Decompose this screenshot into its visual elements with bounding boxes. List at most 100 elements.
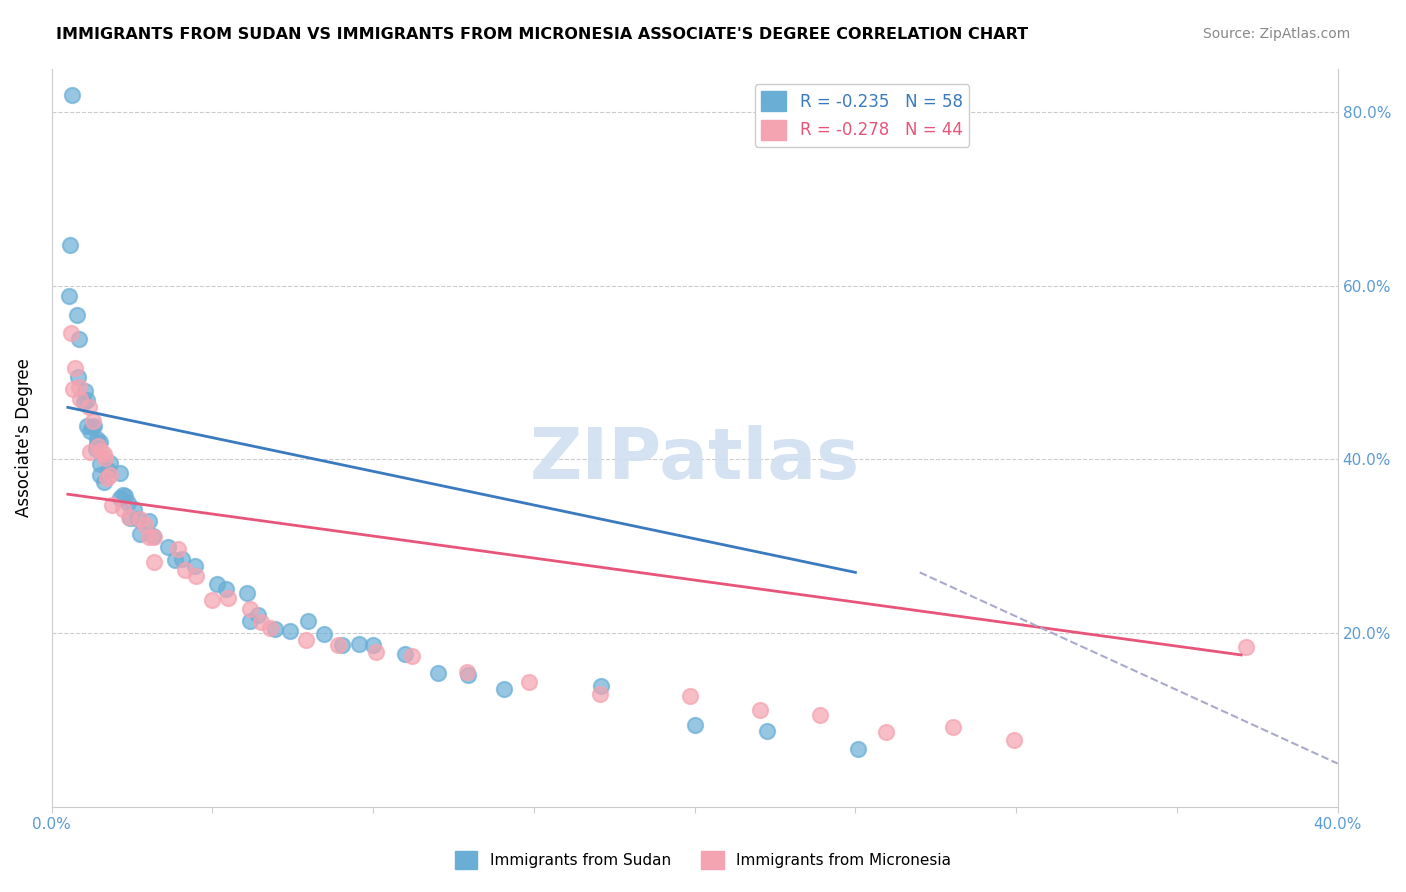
Point [217, 591, 239, 605]
Point [401, 649, 423, 664]
Point [62, 382, 84, 396]
Point [312, 627, 335, 641]
Point [157, 540, 180, 554]
Point [138, 530, 160, 544]
Point [259, 621, 281, 635]
Point [86, 442, 108, 456]
Point [69, 332, 91, 346]
Point [749, 703, 772, 717]
Point [77, 400, 100, 414]
Point [170, 551, 193, 566]
Point [205, 577, 228, 591]
Point [100, 456, 122, 470]
Point [58, 289, 80, 303]
Text: ZIPatlas: ZIPatlas [530, 425, 859, 494]
Point [60, 88, 83, 103]
Point [98, 468, 121, 483]
Point [347, 637, 370, 651]
Point [86, 432, 108, 446]
Point [297, 614, 319, 628]
Point [876, 724, 898, 739]
Point [942, 720, 965, 734]
Point [67, 370, 90, 384]
Point [73, 395, 96, 409]
Point [118, 510, 141, 524]
Point [517, 675, 540, 690]
Point [76, 418, 98, 433]
Point [122, 501, 145, 516]
Point [87, 439, 110, 453]
Point [173, 563, 195, 577]
Point [93, 446, 115, 460]
Point [163, 553, 186, 567]
Point [679, 689, 702, 703]
Point [589, 687, 612, 701]
Point [808, 707, 831, 722]
Legend: Immigrants from Sudan, Immigrants from Micronesia: Immigrants from Sudan, Immigrants from M… [449, 845, 957, 875]
Text: Source: ZipAtlas.com: Source: ZipAtlas.com [1202, 27, 1350, 41]
Point [94, 450, 117, 465]
Point [215, 582, 238, 596]
Point [755, 723, 778, 738]
Point [143, 555, 166, 569]
Y-axis label: Associate's Degree: Associate's Degree [15, 359, 32, 517]
Point [236, 585, 259, 599]
Point [143, 530, 166, 544]
Point [59, 237, 82, 252]
Point [127, 512, 149, 526]
Point [90, 443, 112, 458]
Point [142, 529, 165, 543]
Point [86, 436, 108, 450]
Point [166, 542, 188, 557]
Point [83, 418, 105, 433]
Point [67, 380, 90, 394]
Point [361, 638, 384, 652]
Point [201, 593, 224, 607]
Point [96, 471, 118, 485]
Point [69, 392, 91, 406]
Point [63, 361, 86, 376]
Point [80, 420, 103, 434]
Point [89, 468, 111, 483]
Point [93, 475, 115, 490]
Point [848, 741, 870, 756]
Point [79, 424, 101, 438]
Point [101, 498, 124, 512]
Point [89, 457, 111, 471]
Point [1002, 733, 1025, 747]
Point [111, 488, 134, 502]
Point [76, 393, 98, 408]
Point [278, 624, 301, 638]
Point [82, 414, 104, 428]
Point [110, 467, 132, 481]
Point [59, 326, 82, 341]
Point [326, 638, 349, 652]
Point [138, 514, 160, 528]
Point [457, 667, 479, 681]
Point [295, 632, 318, 647]
Point [117, 496, 139, 510]
Point [366, 645, 388, 659]
Point [114, 489, 136, 503]
Point [73, 384, 96, 398]
Point [427, 666, 450, 681]
Point [108, 491, 131, 506]
Point [239, 614, 262, 628]
Point [394, 648, 416, 662]
Point [66, 308, 89, 322]
Point [239, 601, 262, 615]
Point [89, 435, 111, 450]
Point [97, 463, 120, 477]
Point [1234, 640, 1257, 654]
Point [264, 622, 287, 636]
Point [129, 512, 152, 526]
Legend: R = -0.235   N = 58, R = -0.278   N = 44: R = -0.235 N = 58, R = -0.278 N = 44 [755, 84, 969, 146]
Point [87, 437, 110, 451]
Point [685, 718, 707, 732]
Point [134, 518, 156, 533]
Point [250, 615, 273, 629]
Point [184, 559, 207, 574]
Point [129, 527, 152, 541]
Text: IMMIGRANTS FROM SUDAN VS IMMIGRANTS FROM MICRONESIA ASSOCIATE'S DEGREE CORRELATI: IMMIGRANTS FROM SUDAN VS IMMIGRANTS FROM… [56, 27, 1028, 42]
Point [120, 510, 142, 524]
